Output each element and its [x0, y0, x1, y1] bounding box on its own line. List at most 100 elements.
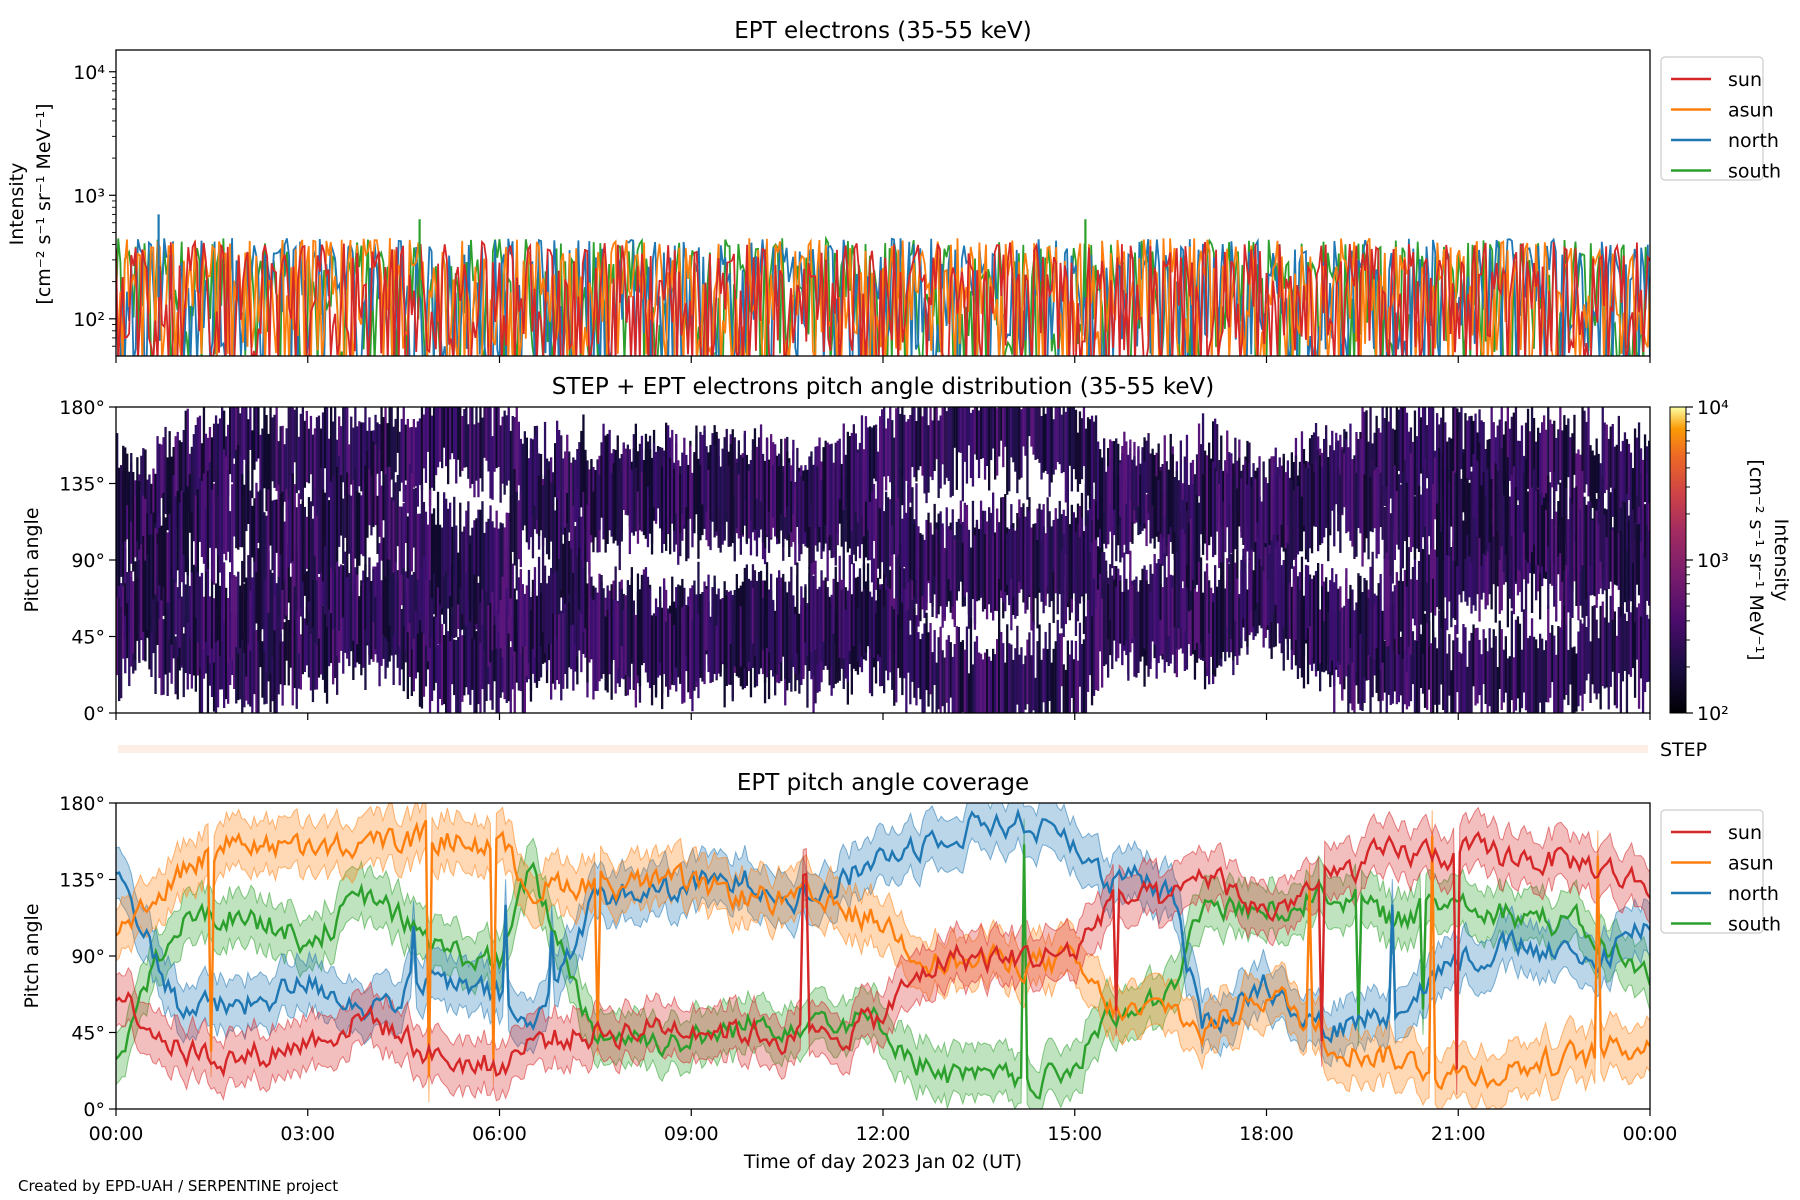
pad-cell-north — [1143, 461, 1146, 524]
pad-cell-north — [1365, 580, 1368, 674]
pad-cell-south — [495, 510, 498, 611]
pad-cell-south — [253, 498, 256, 562]
pad-cell-asun — [1208, 612, 1211, 685]
pad-cell-sun — [412, 633, 415, 692]
pad-cell-south — [1373, 470, 1376, 529]
pad-cell-north — [824, 440, 827, 525]
pad-cell-asun — [1155, 575, 1158, 679]
pad-cell-sun — [1375, 415, 1378, 502]
pad-cell-north — [1312, 605, 1316, 664]
pad-cell-south — [1228, 503, 1231, 563]
pad-cell-asun — [1631, 606, 1635, 669]
pad-cell-south — [1117, 568, 1120, 643]
pad-cell-north — [358, 599, 361, 655]
pad-cell-asun — [903, 476, 906, 567]
pad-cell-sun — [899, 544, 902, 628]
pad-cell-south — [281, 491, 284, 590]
pad-cell-asun — [176, 431, 179, 530]
pad-cell-asun — [889, 499, 892, 567]
coverage-band-asun — [116, 803, 1650, 1109]
pad-cell-asun — [1395, 611, 1398, 705]
pad-cell-north — [650, 457, 654, 555]
pad-cell-north — [1641, 509, 1645, 576]
pad-cell-north — [1458, 498, 1461, 595]
pad-cell-sun — [1381, 407, 1384, 496]
pad-cell-north — [630, 469, 633, 533]
pad-cell-north — [1300, 556, 1304, 647]
pad-cell-sun — [1555, 437, 1558, 492]
pad-cell-asun — [1349, 616, 1352, 704]
pad-cell-asun — [162, 437, 165, 542]
pad-cell-south — [1407, 485, 1411, 538]
pad-cell-sun — [471, 611, 474, 690]
pad-cell-north — [632, 448, 635, 536]
pad-cell-north — [1054, 407, 1057, 470]
pad-cell-north — [1639, 473, 1643, 572]
pad-cell-asun — [150, 483, 153, 544]
pad-cell-asun — [554, 443, 557, 498]
pad-cell-north — [838, 438, 841, 500]
pad-cell-north — [1308, 574, 1312, 627]
pad-cell-north — [1280, 565, 1283, 643]
pad-cell-south — [1288, 477, 1291, 583]
pad-cell-south — [428, 489, 432, 581]
pad-cell-sun — [1432, 407, 1435, 487]
pad-cell-asun — [923, 539, 926, 609]
pad-cell-north — [1276, 540, 1279, 624]
pad-cell-north — [792, 439, 795, 515]
pad-cell-north — [342, 565, 345, 618]
pad-cell-south — [1175, 552, 1178, 649]
pad-cell-north — [396, 570, 399, 668]
pad-cell-south — [1561, 517, 1564, 582]
pad-cell-north — [1254, 544, 1257, 611]
pad-cell-south — [467, 501, 470, 602]
pad-cell-south — [707, 574, 710, 673]
pad-cell-north — [1090, 415, 1094, 521]
pad-cell-north — [1094, 415, 1098, 503]
pad-cell-north — [883, 407, 886, 477]
pad-cell-south — [759, 570, 763, 669]
pad-cell-asun — [1520, 649, 1524, 709]
pad-cell-north — [905, 421, 908, 481]
pad-cell-south — [1242, 465, 1245, 544]
pad-cell-asun — [1426, 609, 1429, 710]
pad-cell-south — [321, 489, 325, 582]
pad-cell-south — [856, 607, 860, 662]
pad-cell-north — [1214, 565, 1217, 670]
pad-cell-north — [572, 505, 575, 610]
pad-cell-south — [1621, 501, 1624, 581]
pad-cell-north — [1296, 576, 1300, 679]
pad-cell-south — [1468, 482, 1471, 557]
pad-cell-south — [1543, 497, 1546, 555]
pad-cell-south — [860, 591, 864, 657]
pad-cell-asun — [576, 449, 579, 501]
pad-cell-north — [1052, 419, 1055, 475]
pad-cell-south — [1159, 564, 1162, 621]
pad-cell-asun — [501, 416, 504, 484]
pad-cell-south — [1581, 470, 1584, 566]
pad-cell-south — [455, 525, 458, 586]
pad-cell-north — [602, 452, 605, 540]
pad-cell-north — [253, 549, 256, 633]
pad-cell-asun — [221, 407, 224, 493]
pad-cell-asun — [511, 416, 514, 509]
pad-cell-south — [225, 456, 228, 561]
pad-cell-sun — [1482, 422, 1485, 497]
pad-cell-sun — [255, 630, 258, 713]
pad-cell-south — [941, 650, 944, 707]
pad-cell-asun — [1648, 618, 1650, 682]
pad-cell-sun — [907, 540, 910, 632]
pad-cell-south — [1545, 510, 1548, 572]
pad-cell-sun — [281, 641, 284, 706]
pad-cell-sun — [267, 596, 270, 682]
pad-cell-asun — [1413, 640, 1417, 713]
pad-cell-asun — [1090, 542, 1094, 632]
pad-cell-north — [671, 429, 674, 524]
pad-cell-south — [1076, 660, 1080, 713]
pad-cell-north — [445, 538, 448, 636]
pad-cell-sun — [303, 618, 306, 672]
pad-cell-north — [935, 407, 938, 460]
pad-cell-asun — [303, 420, 306, 488]
pad-cell-south — [319, 468, 323, 574]
